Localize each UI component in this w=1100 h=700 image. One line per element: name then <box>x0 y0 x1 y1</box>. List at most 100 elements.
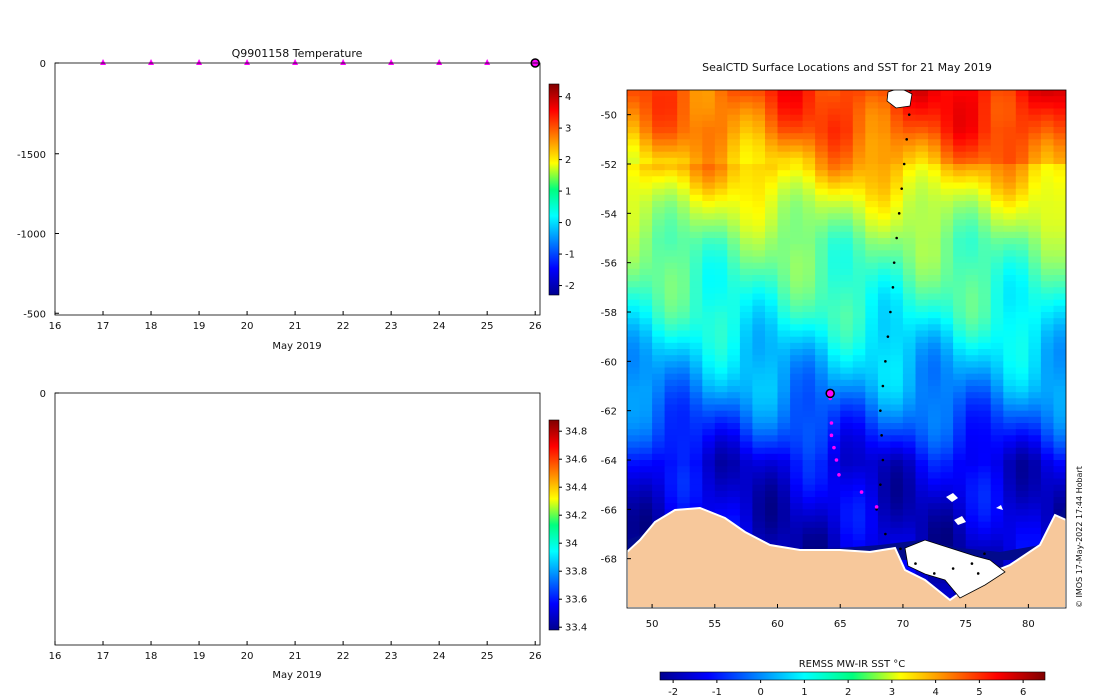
sst-cell <box>965 305 979 313</box>
sst-cell <box>928 127 942 134</box>
sst-cell <box>664 176 678 184</box>
sst-cell <box>1028 182 1042 190</box>
sst-cell <box>1015 194 1029 202</box>
sst-cell <box>915 157 929 165</box>
sst-cell <box>1028 176 1042 184</box>
sst-cell <box>802 90 816 97</box>
sst-cell <box>714 182 728 190</box>
sst-cell <box>915 398 929 406</box>
sst-cell <box>790 238 804 245</box>
sst-cell <box>790 521 804 529</box>
sst-cell <box>1040 157 1055 165</box>
sst-cell <box>1003 367 1017 375</box>
sst-cell <box>777 281 791 288</box>
sst-cell <box>877 102 892 110</box>
sst-cell <box>714 349 728 356</box>
sst-cell <box>739 410 754 418</box>
sst-cell <box>752 194 766 202</box>
sst-cell <box>727 219 741 227</box>
sst-cell <box>677 213 691 221</box>
sst-cell <box>940 540 954 547</box>
sst-cell <box>965 460 979 467</box>
sst-cell <box>852 373 866 381</box>
sst-cell <box>902 441 917 449</box>
track-point <box>897 212 901 215</box>
sst-cell <box>639 515 653 523</box>
sst-cell <box>827 182 841 190</box>
sst-cell <box>1003 176 1017 184</box>
sst-cell <box>677 256 691 264</box>
x-tick-label: 17 <box>97 321 110 332</box>
sst-cell <box>1003 478 1017 486</box>
sst-cell <box>928 503 942 510</box>
sst-cell <box>965 213 979 221</box>
sst-cell <box>877 386 892 393</box>
sst-cell <box>915 472 929 480</box>
sst-cell <box>990 490 1004 498</box>
sst-cell <box>1028 108 1042 116</box>
sst-cell <box>689 478 703 486</box>
sst-cell <box>902 176 917 184</box>
sst-cell <box>890 188 904 196</box>
sst-cell <box>1003 213 1017 221</box>
sst-cell <box>840 145 854 153</box>
sst-cell <box>840 324 854 332</box>
sst-cell <box>840 201 854 208</box>
sst-cell <box>802 386 816 393</box>
sst-cell <box>777 416 791 424</box>
sst-cell <box>777 225 791 233</box>
sst-cell <box>915 534 929 541</box>
sst-cell <box>802 503 816 510</box>
sst-cell <box>953 225 967 233</box>
sst-cell <box>852 355 866 362</box>
sst-cell <box>990 484 1004 492</box>
sst-cell <box>890 262 904 270</box>
sst-cell <box>990 145 1004 153</box>
sst-cell <box>890 466 904 473</box>
sst-cell <box>689 275 703 282</box>
sst-cell <box>1015 139 1029 147</box>
sst-cell <box>965 379 979 387</box>
sst-cell <box>677 349 691 356</box>
sst-cell <box>915 194 929 202</box>
sst-cell <box>627 312 641 319</box>
sst-cell <box>840 527 854 535</box>
sst-cell <box>928 145 942 153</box>
map-y-tick-label: -66 <box>601 505 617 516</box>
sst-cell <box>827 361 841 369</box>
sst-cell <box>777 312 791 319</box>
sst-cell <box>965 287 979 295</box>
sst-cell <box>739 176 754 184</box>
sst-cell <box>840 90 854 97</box>
sst-cell <box>802 441 816 449</box>
sst-cell <box>664 497 678 504</box>
antarctic-land <box>627 506 1066 608</box>
sst-cell <box>1040 219 1055 227</box>
sst-cell <box>702 268 716 276</box>
sst-cell <box>1015 373 1029 381</box>
sst-cell <box>1040 386 1055 393</box>
sst-cell <box>639 497 653 504</box>
sst-cell <box>639 312 653 319</box>
sst-cell <box>852 472 866 480</box>
sst-cell <box>877 207 892 214</box>
sst-cell <box>852 90 866 97</box>
sst-cell <box>664 460 678 467</box>
sst-cell <box>852 238 866 245</box>
sst-cell <box>978 324 992 332</box>
sst-cell <box>1015 170 1029 177</box>
sst-cell <box>990 207 1004 214</box>
sst-cell <box>702 330 716 338</box>
sst-cell <box>928 157 942 165</box>
sst-cell <box>852 447 866 455</box>
sst-cell <box>752 127 766 134</box>
sst-cell <box>664 231 678 239</box>
sst-cell <box>1040 201 1055 208</box>
sst-cell <box>1028 151 1042 159</box>
sst-cell <box>915 373 929 381</box>
sst-cell <box>752 139 766 147</box>
sst-cell <box>978 330 992 338</box>
sst-cell <box>827 96 841 103</box>
sst-cell <box>953 293 967 301</box>
sst-cell <box>1040 355 1055 362</box>
